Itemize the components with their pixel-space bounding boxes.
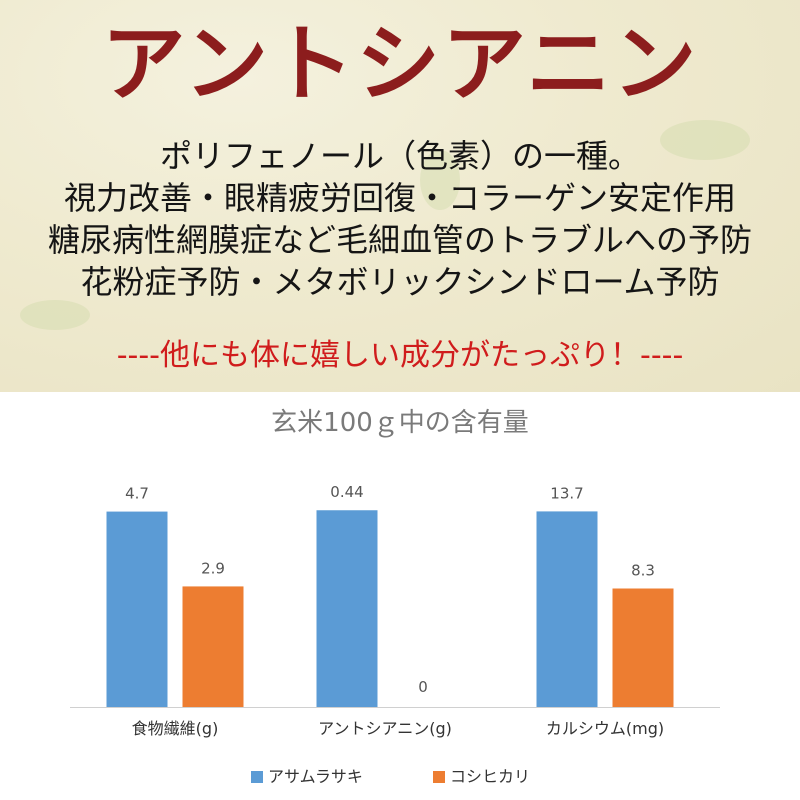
description-line-1: ポリフェノール（色素）の一種。 bbox=[159, 137, 640, 175]
data-label-0-series-0: 4.7 bbox=[125, 485, 149, 503]
bar-1-series-0 bbox=[316, 510, 378, 707]
tagline: ----他にも体に嬉しい成分がたっぷり！---- bbox=[116, 338, 684, 373]
bar-2-series-0 bbox=[536, 511, 598, 707]
data-label-2-series-0: 13.7 bbox=[550, 484, 583, 502]
data-label-1-series-0: 0.44 bbox=[330, 483, 363, 501]
main-title: アントシアニン bbox=[101, 14, 699, 113]
description-line-2: 視力改善・眼精疲労回復・コラーゲン安定作用 bbox=[63, 179, 736, 217]
description-line-3: 糖尿病性網膜症など毛細血管のトラブルへの予防 bbox=[47, 221, 752, 259]
data-label-1-series-1: 0 bbox=[418, 678, 428, 696]
legend-swatch-koshihikari bbox=[433, 771, 445, 783]
category-label-1: アントシアニン(g) bbox=[318, 719, 452, 738]
category-label-0: 食物繊維(g) bbox=[132, 719, 219, 738]
legend-swatch-asamurasaki bbox=[251, 771, 263, 783]
bar-2-series-1 bbox=[612, 588, 674, 707]
description-line-4: 花粉症予防・メタボリックシンドローム予防 bbox=[80, 263, 720, 301]
legend-label-asamurasaki: アサムラサキ bbox=[268, 767, 363, 786]
category-label-2: カルシウム(mg) bbox=[546, 719, 664, 738]
chart-title: 玄米100ｇ中の含有量 bbox=[271, 408, 529, 438]
bar-0-series-1 bbox=[182, 586, 244, 707]
bar-0-series-0 bbox=[106, 511, 168, 707]
data-label-0-series-1: 2.9 bbox=[201, 559, 225, 577]
data-label-2-series-1: 8.3 bbox=[631, 562, 655, 580]
legend-label-koshihikari: コシヒカリ bbox=[450, 767, 531, 786]
header-banner: アントシアニン ポリフェノール（色素）の一種。 視力改善・眼精疲労回復・コラーゲ… bbox=[0, 0, 800, 392]
